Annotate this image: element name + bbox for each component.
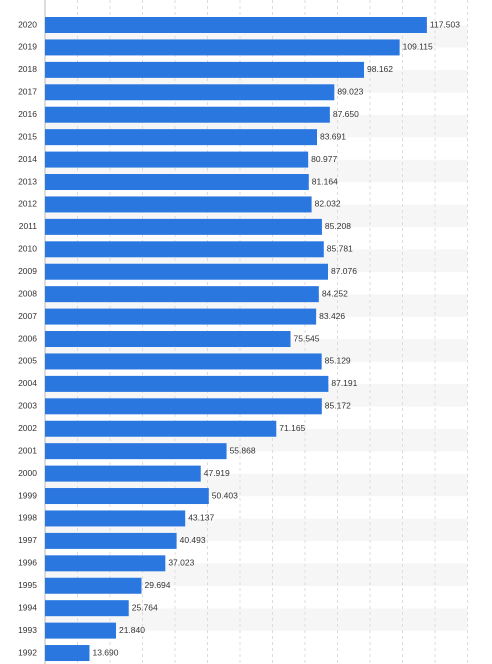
value-label: 55.868	[230, 445, 256, 455]
value-label: 85.172	[325, 401, 351, 411]
y-tick-label: 1996	[18, 558, 37, 568]
value-label: 29.694	[145, 580, 171, 590]
bar	[45, 465, 201, 482]
value-label: 71.165	[279, 423, 305, 433]
y-tick-label: 2014	[18, 154, 37, 164]
y-tick-label: 1997	[18, 535, 37, 545]
y-tick-label: 1999	[18, 490, 37, 500]
value-label: 89.023	[337, 87, 363, 97]
bar	[45, 600, 129, 617]
bar	[45, 420, 277, 437]
value-label: 43.137	[188, 513, 214, 523]
value-label: 87.076	[331, 266, 357, 276]
y-tick-label: 2020	[18, 19, 37, 29]
value-label: 83.691	[320, 131, 346, 141]
y-tick-label: 2010	[18, 244, 37, 254]
bar	[45, 510, 186, 527]
value-label: 117.503	[430, 19, 460, 29]
y-tick-label: 2019	[18, 42, 37, 52]
bar	[45, 308, 317, 325]
bar	[45, 218, 322, 235]
value-label: 21.840	[119, 625, 145, 635]
bar	[45, 17, 427, 33]
y-tick-label: 2000	[18, 468, 37, 478]
value-label: 98.162	[367, 64, 393, 74]
y-tick-label: 2002	[18, 423, 37, 433]
y-tick-label: 2015	[18, 131, 37, 141]
y-tick-label: 2012	[18, 199, 37, 209]
value-label: 85.781	[327, 244, 353, 254]
bar	[45, 577, 142, 594]
bar	[45, 443, 227, 460]
y-tick-label: 1995	[18, 580, 37, 590]
bar	[45, 488, 209, 505]
value-label: 85.129	[325, 356, 351, 366]
bar	[45, 39, 400, 56]
bar	[45, 61, 365, 78]
y-tick-label: 2017	[18, 87, 37, 97]
bar	[45, 241, 324, 258]
y-tick-label: 2018	[18, 64, 37, 74]
bar	[45, 645, 90, 662]
y-tick-label: 1993	[18, 625, 37, 635]
y-tick-label: 2005	[18, 356, 37, 366]
bar	[45, 375, 329, 392]
value-label: 85.208	[325, 221, 351, 231]
value-label: 82.032	[315, 199, 341, 209]
value-label: 75.545	[294, 333, 320, 343]
bar	[45, 622, 116, 639]
y-tick-label: 2007	[18, 311, 37, 321]
bar	[45, 196, 312, 213]
bar	[45, 263, 328, 280]
value-label: 40.493	[180, 535, 206, 545]
value-label: 47.919	[204, 468, 230, 478]
bar	[45, 555, 166, 572]
y-tick-label: 2004	[18, 378, 37, 388]
bar	[45, 151, 309, 168]
value-label: 83.426	[319, 311, 345, 321]
bar	[45, 398, 322, 415]
y-tick-label: 2013	[18, 176, 37, 186]
bar	[45, 353, 322, 370]
y-tick-label: 2003	[18, 401, 37, 411]
y-tick-label: 2008	[18, 288, 37, 298]
y-tick-label: 2009	[18, 266, 37, 276]
bar	[45, 286, 319, 303]
bar	[45, 84, 335, 101]
value-label: 84.252	[322, 288, 348, 298]
bar	[45, 532, 177, 549]
bar	[45, 174, 309, 191]
value-label: 87.191	[331, 378, 357, 388]
y-tick-label: 2011	[19, 221, 38, 231]
y-tick-label: 1994	[18, 602, 37, 612]
y-tick-label: 2016	[18, 109, 37, 119]
y-tick-label: 2001	[18, 445, 37, 455]
value-label: 81.164	[312, 176, 338, 186]
value-label: 25.764	[132, 602, 158, 612]
value-label: 109.115	[403, 42, 433, 52]
row-stripe	[45, 608, 468, 631]
value-label: 13.690	[92, 647, 118, 657]
value-label: 37.023	[168, 558, 194, 568]
bar	[45, 129, 317, 146]
y-tick-label: 1992	[18, 647, 37, 657]
y-tick-label: 1998	[18, 513, 37, 523]
value-label: 80.977	[311, 154, 337, 164]
value-label: 50.403	[212, 490, 238, 500]
y-tick-label: 2006	[18, 333, 37, 343]
bar	[45, 331, 291, 348]
value-label: 87.650	[333, 109, 359, 119]
bar	[45, 106, 330, 123]
